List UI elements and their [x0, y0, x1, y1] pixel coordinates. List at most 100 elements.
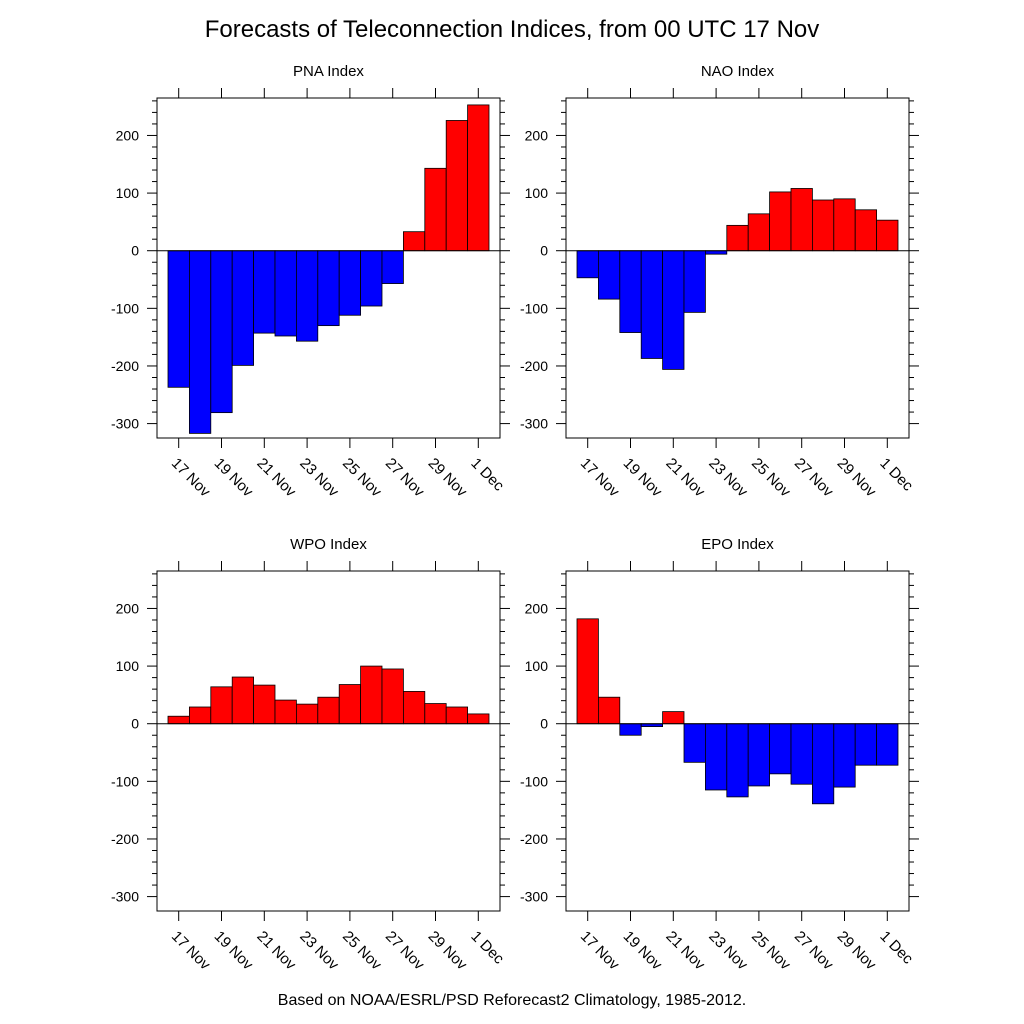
nao-bar	[812, 199, 835, 252]
pna-bar	[445, 120, 469, 252]
wpo-ytick-label: -300	[111, 889, 139, 905]
nao-bar	[854, 209, 878, 252]
epo-xtick-label: 29 Nov	[834, 928, 880, 974]
wpo-bar	[445, 706, 469, 725]
epo-xtick-label: 25 Nov	[748, 928, 794, 974]
epo-bar	[854, 723, 878, 766]
pna-bar	[467, 104, 490, 252]
epo-bar	[683, 723, 706, 763]
wpo-bar	[402, 691, 426, 725]
epo-xtick-label: 21 Nov	[662, 928, 708, 974]
nao-bar	[705, 250, 728, 255]
epo-ytick-label: 0	[540, 716, 548, 732]
wpo-bar	[467, 713, 490, 725]
nao-xtick-label: 29 Nov	[834, 455, 880, 501]
nao-bar	[876, 219, 899, 252]
wpo-ytick-label: 0	[131, 716, 139, 732]
wpo-xtick-label: 23 Nov	[296, 928, 342, 974]
pna-plot-frame	[156, 97, 501, 439]
epo-bar	[726, 723, 749, 798]
nao-bar	[747, 213, 771, 252]
epo-bar	[790, 723, 813, 785]
epo-xtick-label: 23 Nov	[705, 928, 751, 974]
epo-title: EPO Index	[701, 536, 774, 553]
wpo-xtick-label: 29 Nov	[425, 928, 471, 974]
epo-bar	[833, 723, 856, 788]
epo-bar	[747, 723, 771, 787]
epo-bar	[662, 711, 685, 725]
wpo-bar	[360, 665, 383, 725]
nao-xtick-label: 19 Nov	[620, 455, 666, 501]
wpo-bar	[274, 699, 297, 725]
nao-xtick-label: 1 Dec	[876, 455, 916, 495]
epo-bar	[705, 723, 728, 791]
epo-bar	[619, 723, 642, 736]
wpo-plot-frame	[156, 570, 501, 912]
wpo-xtick-label: 25 Nov	[339, 928, 385, 974]
wpo-ytick-label: -100	[111, 773, 139, 789]
nao-bar	[640, 250, 664, 359]
wpo-bar	[167, 715, 190, 725]
nao-ytick-label: -200	[520, 358, 548, 374]
nao-xtick-label: 21 Nov	[662, 455, 708, 501]
wpo-bar	[317, 696, 340, 725]
pna-ytick-label: -200	[111, 358, 139, 374]
nao-ytick-label: 200	[525, 127, 549, 143]
pna-bar	[295, 250, 319, 342]
nao-bar	[576, 250, 599, 279]
pna-bar	[167, 250, 190, 388]
epo-ytick-label: -100	[520, 773, 548, 789]
wpo-bar	[188, 706, 212, 725]
pna-title: PNA Index	[293, 63, 364, 80]
nao-bar	[790, 188, 813, 252]
epo-xtick-label: 1 Dec	[876, 928, 916, 968]
epo-ytick-label: -300	[520, 889, 548, 905]
pna-bar	[402, 231, 426, 252]
epo-xtick-label: 19 Nov	[620, 928, 666, 974]
wpo-ytick-label: 200	[116, 600, 140, 616]
pna-xtick-label: 23 Nov	[296, 455, 342, 501]
pna-ytick-label: 0	[131, 243, 139, 259]
epo-bar	[876, 723, 899, 766]
wpo-bar	[338, 684, 362, 725]
wpo-title: WPO Index	[290, 536, 367, 553]
pna-xtick-label: 17 Nov	[168, 455, 214, 501]
pna-ytick-label: 100	[116, 185, 140, 201]
nao-ytick-label: -300	[520, 416, 548, 432]
nao-bar	[683, 250, 706, 313]
wpo-bar	[231, 676, 254, 725]
wpo-xtick-label: 1 Dec	[467, 928, 507, 968]
pna-ytick-label: -300	[111, 416, 139, 432]
wpo-bar	[295, 703, 319, 725]
nao-bar	[619, 250, 642, 333]
epo-bar	[812, 723, 835, 805]
wpo-bar	[210, 686, 233, 725]
nao-bar	[769, 191, 792, 252]
pna-bar	[210, 250, 233, 414]
nao-xtick-label: 27 Nov	[791, 455, 837, 501]
pna-xtick-label: 19 Nov	[211, 455, 257, 501]
epo-bar	[598, 696, 621, 725]
nao-bar	[662, 250, 685, 370]
epo-plot-frame	[565, 570, 910, 912]
epo-bar	[576, 618, 599, 725]
pna-bar	[274, 250, 297, 337]
nao-ytick-label: 100	[525, 185, 549, 201]
pna-bar	[381, 250, 404, 284]
wpo-xtick-label: 21 Nov	[253, 928, 299, 974]
wpo-bar	[424, 703, 447, 725]
pna-xtick-label: 1 Dec	[467, 455, 507, 495]
epo-ytick-label: 200	[525, 600, 549, 616]
nao-ytick-label: -100	[520, 300, 548, 316]
wpo-xtick-label: 19 Nov	[211, 928, 257, 974]
nao-title: NAO Index	[701, 63, 775, 80]
pna-bar	[231, 250, 254, 366]
nao-xtick-label: 23 Nov	[705, 455, 751, 501]
pna-bar	[338, 250, 362, 316]
pna-ytick-label: 200	[116, 127, 140, 143]
